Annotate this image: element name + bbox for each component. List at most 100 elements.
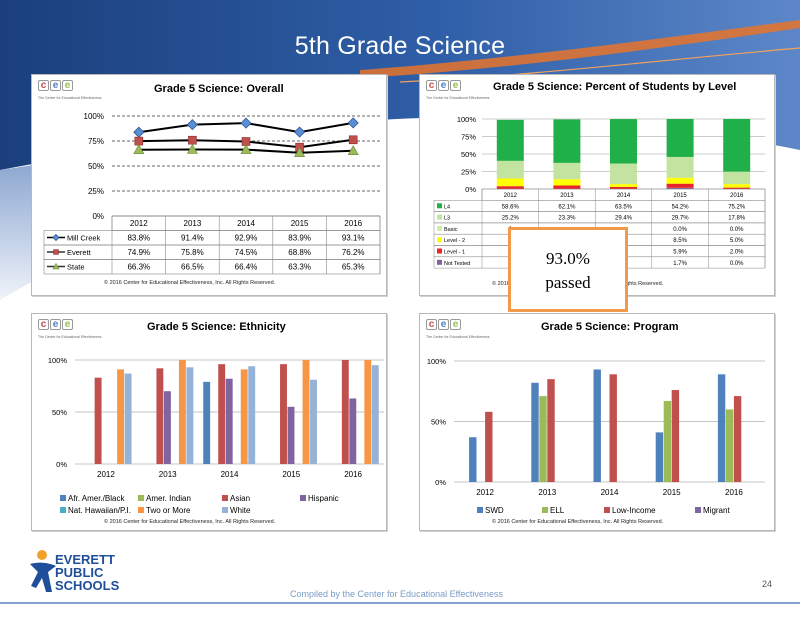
data-label: 23.3% [558, 216, 576, 222]
legend-label: Level - 2 [444, 238, 465, 244]
data-label: 66.4% [235, 263, 258, 272]
bar [240, 369, 248, 464]
data-label: 0.0% [673, 227, 687, 233]
point-marker [133, 144, 145, 154]
chart-title: Grade 5 Science: Overall [154, 83, 284, 95]
bar [341, 360, 349, 464]
chart-title: Grade 5 Science: Ethnicity [147, 321, 286, 333]
bar [248, 366, 256, 464]
bar [364, 360, 372, 464]
data-label: 66.5% [181, 263, 204, 272]
x-tick-label: 2013 [184, 219, 202, 228]
point-marker [188, 135, 197, 145]
logo-line: EVERETT [55, 552, 115, 567]
legend-swatch [437, 203, 442, 209]
bar [539, 396, 547, 482]
data-label: 83.9% [288, 234, 311, 243]
data-label: 92.9% [235, 234, 258, 243]
y-tick-label: 100% [84, 112, 104, 121]
bar-segment [723, 187, 751, 189]
cee-letter: c [38, 319, 49, 330]
bar-segment [723, 184, 751, 188]
x-tick-label: 2016 [725, 488, 743, 497]
point-marker [240, 143, 252, 154]
x-tick-label: 2014 [601, 488, 619, 497]
legend-swatch [542, 507, 548, 513]
bar [124, 373, 132, 464]
cee-letter: e [438, 319, 449, 330]
table-row [43, 259, 381, 275]
legend-swatch [437, 214, 442, 220]
point-marker [347, 145, 359, 155]
cee-tagline: The Center for Educational Effectiveness [38, 335, 102, 339]
bar-segment [553, 162, 581, 180]
bar-segment [496, 119, 524, 161]
legend-swatch [300, 495, 306, 501]
bar-segment [610, 163, 637, 185]
bar [302, 360, 310, 464]
bar [349, 398, 357, 464]
bar [725, 409, 734, 482]
data-label: 0.0% [730, 227, 744, 233]
bar [178, 360, 186, 464]
data-label: 68.8% [288, 248, 311, 257]
bar [547, 379, 555, 482]
legend-swatch [604, 507, 610, 513]
legend-swatch [222, 495, 228, 501]
chart-title: Grade 5 Science: Percent of Students by … [493, 81, 737, 93]
y-tick-label: 50% [431, 418, 446, 427]
point-marker [294, 126, 306, 138]
data-label: 63.5% [615, 204, 633, 210]
legend-label: Hispanic [308, 494, 339, 503]
bar-segment [723, 119, 751, 172]
x-tick-label: 2015 [673, 193, 687, 199]
data-label: 75.8% [181, 248, 204, 257]
legend-swatch [437, 259, 442, 265]
y-tick-label: 100% [457, 115, 477, 124]
bar [117, 369, 125, 464]
cee-tagline: The Center for Educational Effectiveness [426, 335, 490, 339]
point-marker [240, 117, 252, 129]
passed-callout: 93.0% passed [508, 227, 628, 312]
x-tick-label: 2015 [291, 219, 309, 228]
x-tick-label: 2016 [344, 470, 362, 479]
line-chart-overall: 100% 75% 50% 25% 0% 2012 2013 2014 2015 2016 Mill … [43, 112, 381, 275]
callout-percent: 93.0% [546, 249, 590, 268]
x-tick-label: 2013 [560, 193, 574, 199]
point-marker [52, 233, 60, 242]
x-tick-label: 2012 [130, 219, 148, 228]
y-tick-label: 0% [92, 212, 104, 221]
logo-line: PUBLIC [55, 565, 104, 580]
cee-tagline: The Center for Educational Effectiveness [426, 96, 490, 100]
bar [733, 396, 742, 482]
bar [94, 377, 102, 464]
point-marker [294, 147, 306, 157]
footer-credit: Compiled by the Center for Educational E… [290, 589, 503, 599]
legend-swatch [437, 248, 442, 254]
bar [186, 367, 194, 464]
copyright: © 2016 Center for Educational Effectiven… [492, 519, 664, 525]
point-marker [52, 262, 60, 270]
bar-segment [610, 119, 637, 164]
cee-letter: c [426, 319, 437, 330]
y-tick-label: 0% [435, 478, 446, 487]
bar-segment [553, 179, 581, 186]
data-label: 74.5% [235, 248, 258, 257]
x-tick-label: 2014 [617, 193, 631, 199]
legend-label: State [67, 263, 85, 272]
bar-segment [666, 177, 694, 184]
bar-segment [723, 171, 751, 185]
legend-swatch [477, 507, 483, 513]
bar [225, 378, 233, 464]
district-logo-text: EVERETT PUBLIC SCHOOLS [55, 553, 119, 592]
legend-label: Basic [444, 227, 458, 233]
legend-label: Everett [67, 248, 92, 257]
data-label: 75.2% [728, 204, 746, 210]
point-marker [133, 126, 145, 138]
cee-letter: e [62, 80, 73, 91]
